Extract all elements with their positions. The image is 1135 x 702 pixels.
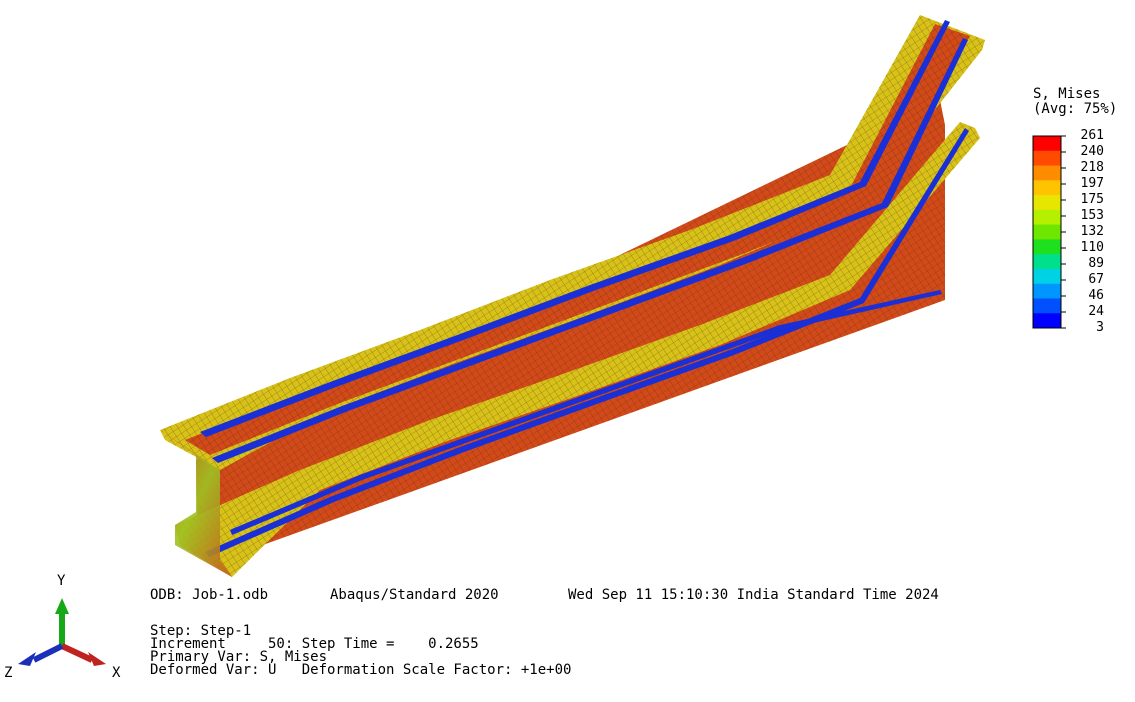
triad-x-label: X: [112, 665, 121, 681]
legend-swatch: [1033, 165, 1061, 181]
legend-swatch: [1033, 254, 1061, 270]
z-axis-arrow: [32, 643, 64, 663]
axis-triad: [18, 598, 106, 666]
legend-swatch: [1033, 298, 1061, 314]
increment-label: Increment 50: Step Time = 0.2655: [150, 636, 479, 652]
legend-value: 261: [1080, 128, 1104, 143]
legend-swatch: [1033, 136, 1061, 152]
legend-swatch: [1033, 195, 1061, 211]
legend-swatch: [1033, 224, 1061, 240]
legend-value: 175: [1080, 192, 1104, 207]
legend-title-line2: (Avg: 75%): [1033, 101, 1118, 117]
legend-value: 24: [1088, 304, 1104, 319]
timestamp: Wed Sep 11 15:10:30 India Standard Time …: [568, 587, 939, 603]
legend-value: 110: [1080, 240, 1104, 255]
legend-value: 153: [1080, 208, 1104, 223]
legend-swatch: [1033, 150, 1061, 167]
legend-swatch: [1033, 180, 1061, 196]
legend-swatch: [1033, 283, 1061, 299]
triad-z-label: Z: [4, 665, 13, 681]
legend-value: 89: [1088, 256, 1104, 271]
i-beam-model: [160, 15, 985, 577]
legend-value: 240: [1080, 144, 1104, 159]
legend-value: 67: [1088, 272, 1104, 287]
x-axis-arrow: [60, 643, 94, 663]
triad-y-label: Y: [57, 573, 66, 589]
legend-value: 46: [1088, 288, 1104, 303]
beam-end-face: [160, 430, 232, 577]
legend-swatch: [1033, 239, 1061, 255]
step-label: Step: Step-1: [150, 623, 252, 639]
legend-color-bar: [1032, 135, 1066, 329]
abaqus-version: Abaqus/Standard 2020: [330, 587, 499, 603]
legend-value: 197: [1080, 176, 1104, 191]
primary-var-label: Primary Var: S, Mises: [150, 649, 328, 665]
legend-value: 132: [1080, 224, 1104, 239]
legend-value: 3: [1096, 320, 1104, 335]
legend-swatch: [1033, 268, 1061, 285]
odb-name: ODB: Job-1.odb: [150, 587, 269, 603]
legend-value: 218: [1080, 160, 1104, 175]
legend-swatch: [1033, 209, 1061, 226]
deformed-var-label: Deformed Var: U Deformation Scale Factor…: [150, 662, 572, 678]
legend-title-line1: S, Mises: [1033, 86, 1101, 102]
legend-swatch: [1033, 313, 1061, 329]
